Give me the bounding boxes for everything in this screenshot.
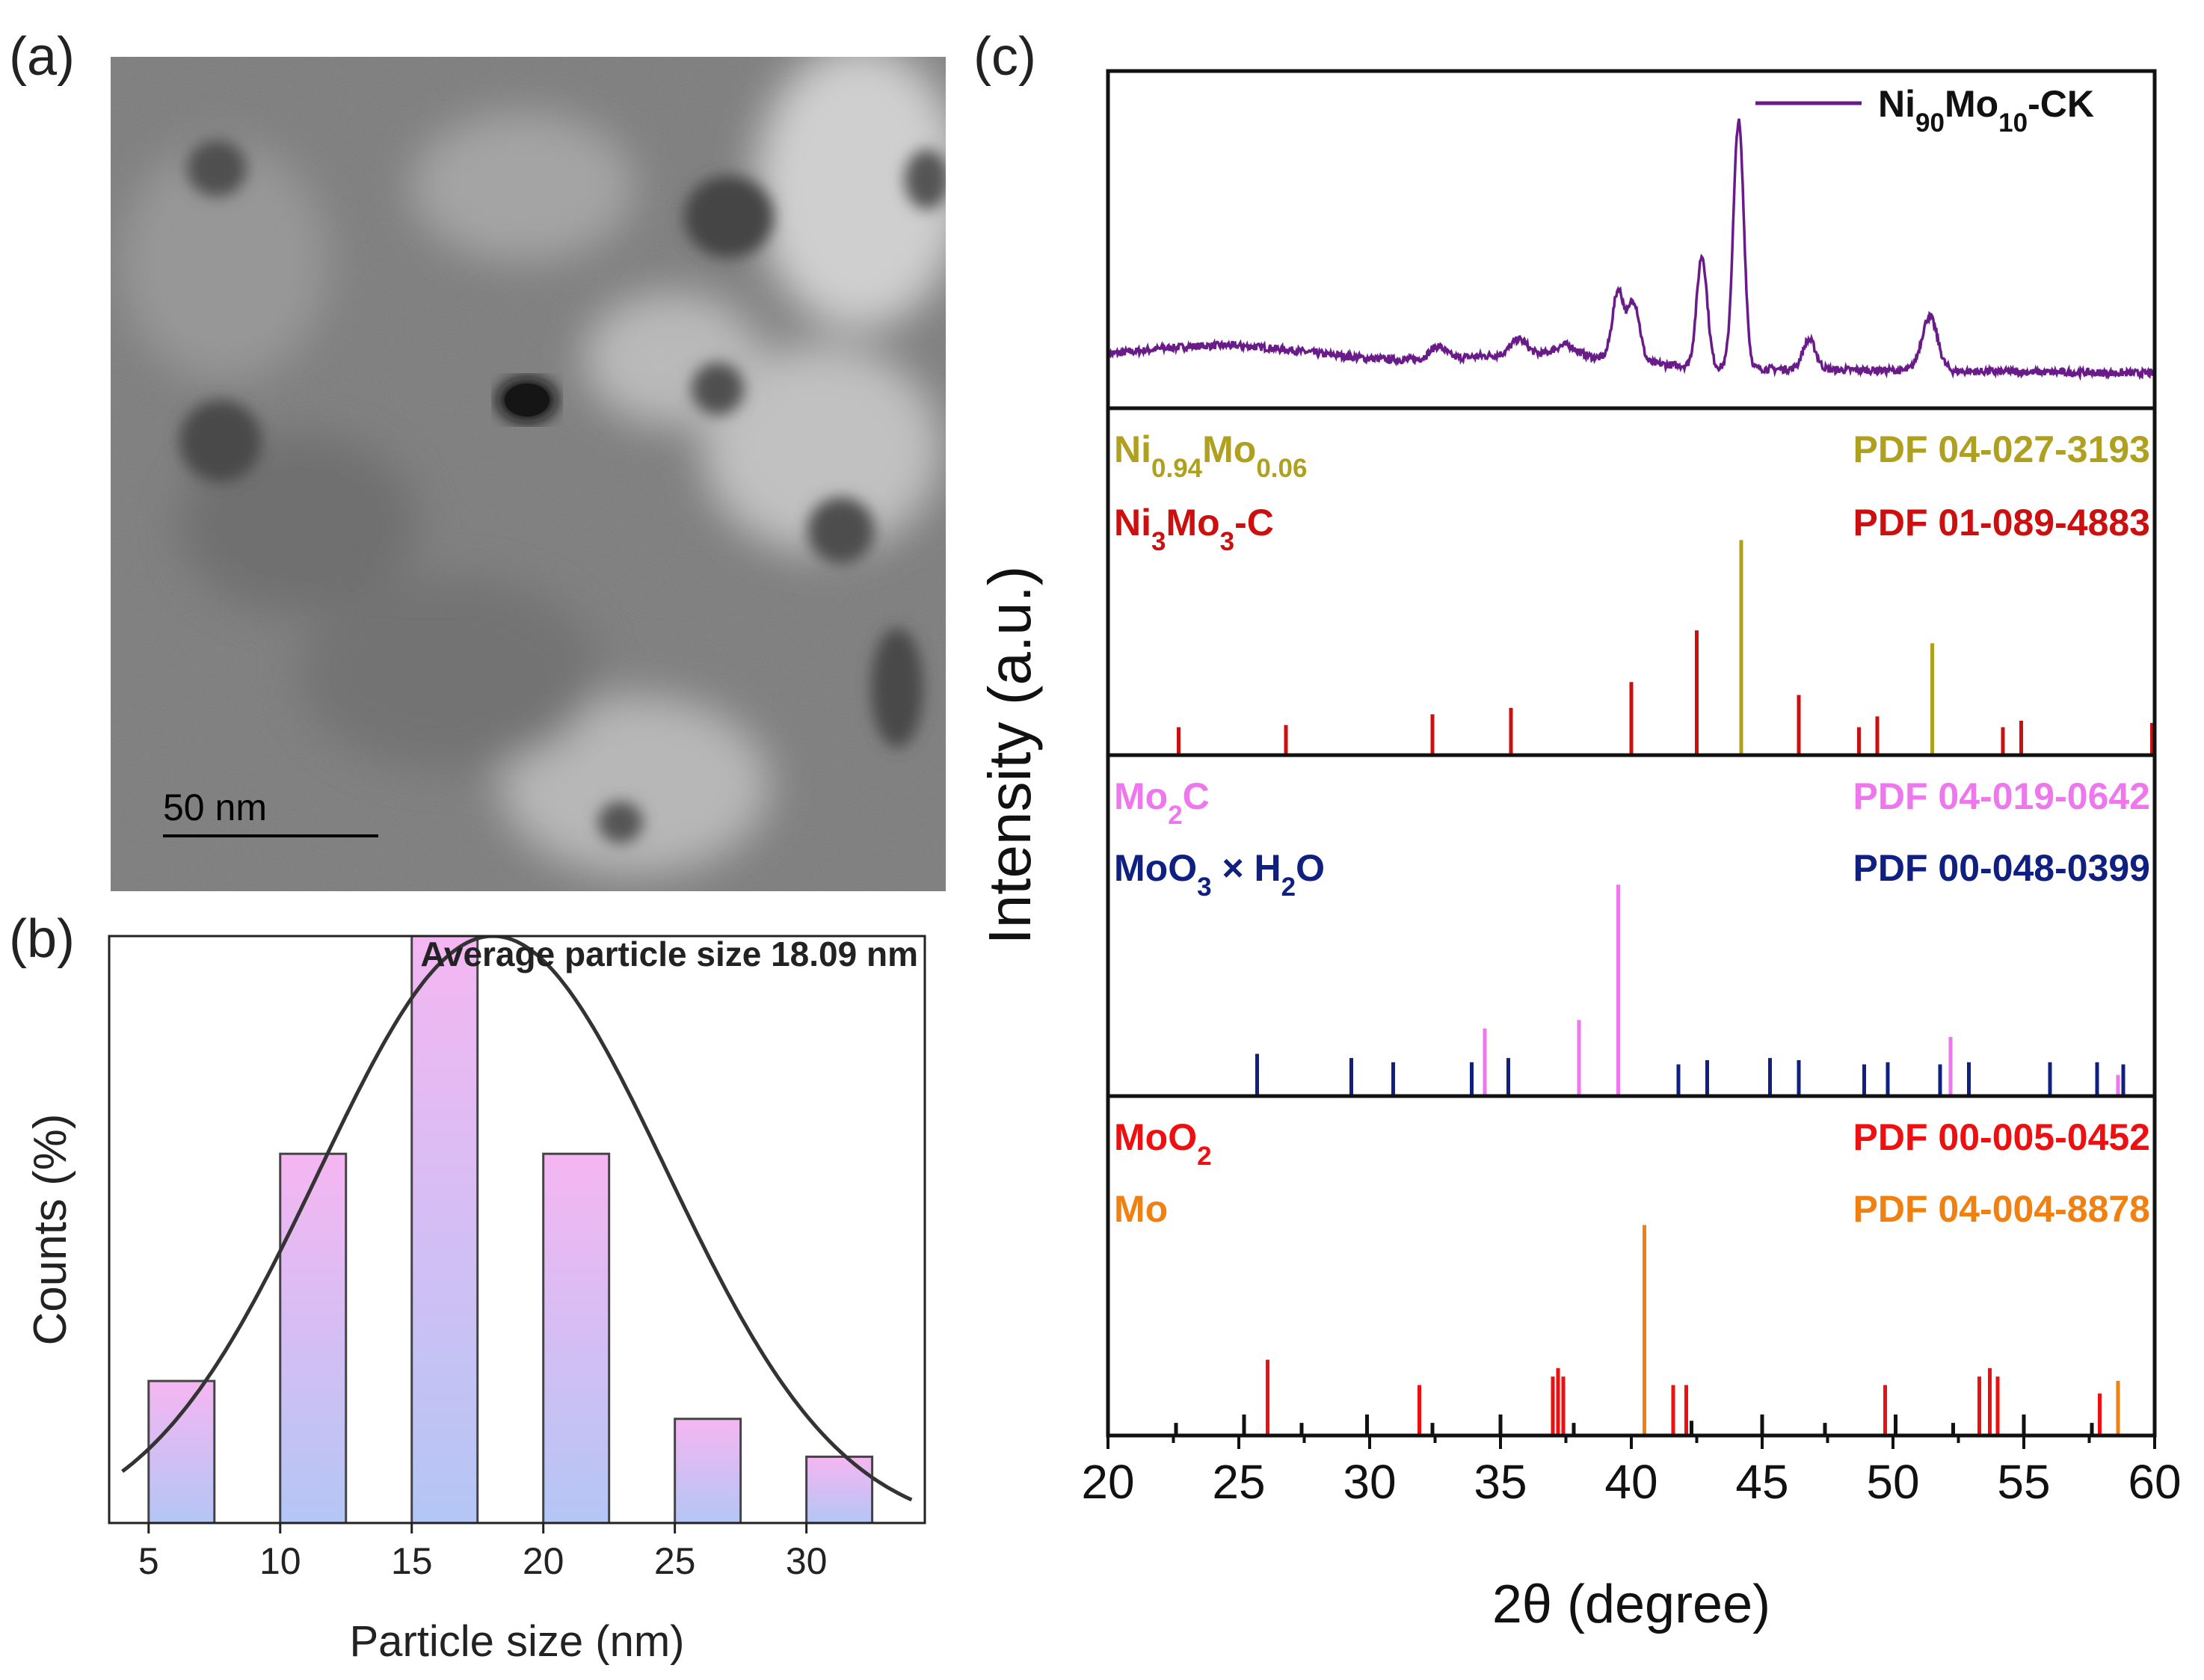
xrd-legend-label: Ni90Mo10-CK — [1878, 83, 2094, 138]
xrd-x-tick-label: 55 — [1997, 1455, 2050, 1509]
phase-pdf-card: PDF 01-089-4883 — [1853, 502, 2150, 544]
histogram-plot-area — [121, 936, 913, 1523]
histogram-bar — [805, 1455, 874, 1523]
histogram-x-tick-label: 20 — [523, 1540, 564, 1582]
xrd-y-label: Intensity (a.u.) — [976, 566, 1043, 945]
phase-name: Mo2C — [1114, 775, 1210, 830]
xrd-x-tick-label: 30 — [1343, 1455, 1396, 1509]
histogram-bar — [674, 1418, 742, 1523]
histogram-chart: 5 10 15 20 25 30 Average particle size 18.09 n… — [25, 935, 926, 1666]
xrd-x-tick-label: 20 — [1081, 1455, 1134, 1509]
histogram-bar — [147, 1379, 216, 1523]
phase-pdf-card: PDF 04-019-0642 — [1853, 775, 2150, 817]
xrd-x-label: 2θ (degree) — [1492, 1575, 1770, 1634]
xrd-x-tick-label: 50 — [1866, 1455, 1919, 1509]
phase-name: Mo — [1114, 1188, 1168, 1230]
histogram-bar — [410, 936, 479, 1523]
histogram-x-tick-label: 30 — [786, 1540, 828, 1582]
gaussian-fit-curve — [121, 936, 913, 1502]
histogram-bar — [279, 1152, 348, 1523]
phase-pdf-card: PDF 04-027-3193 — [1853, 428, 2150, 470]
phase-pdf-card: PDF 00-048-0399 — [1853, 847, 2150, 889]
xrd-x-tick-label: 45 — [1735, 1455, 1788, 1509]
phase-pdf-card: PDF 00-005-0452 — [1853, 1116, 2150, 1158]
xrd-x-tick-label: 60 — [2128, 1455, 2181, 1509]
histogram-frame — [108, 935, 926, 1524]
xrd-x-tick-label: 40 — [1604, 1455, 1657, 1509]
tem-image — [111, 57, 946, 891]
histogram-y-label: Counts (%) — [25, 1113, 76, 1345]
histogram-x-tick-label: 15 — [391, 1540, 433, 1582]
panel-c-letter: (c) — [973, 27, 1036, 87]
histogram-bar — [542, 1152, 611, 1523]
phase-name: MoO3 × H2O — [1114, 847, 1325, 902]
panel-a-letter: (a) — [9, 27, 75, 87]
phase-pdf-card: PDF 04-004-8878 — [1853, 1188, 2150, 1230]
xrd-pattern-line — [1106, 118, 2155, 381]
histogram-x-tick-label: 10 — [259, 1540, 301, 1582]
histogram-x-label: Particle size (nm) — [350, 1617, 685, 1666]
panel-b-letter: (b) — [9, 909, 75, 969]
phase-name: MoO2 — [1114, 1116, 1212, 1171]
phase-name: Ni0.94Mo0.06 — [1114, 428, 1307, 483]
xrd-x-tick-label: 25 — [1212, 1455, 1265, 1509]
histogram-x-tick-label: 5 — [138, 1540, 159, 1582]
histogram-x-tick-label: 25 — [654, 1540, 696, 1582]
phase-name: Ni3Mo3-C — [1114, 502, 1274, 556]
xrd-chart: Ni90Mo10-CK Ni0.94Mo0.06 PDF 04-027-3193 Ni… — [976, 69, 2182, 1634]
scale-bar-label: 50 nm — [163, 787, 267, 828]
histogram-title: Average particle size 18.09 nm — [420, 935, 918, 973]
xrd-x-tick-label: 35 — [1474, 1455, 1527, 1509]
